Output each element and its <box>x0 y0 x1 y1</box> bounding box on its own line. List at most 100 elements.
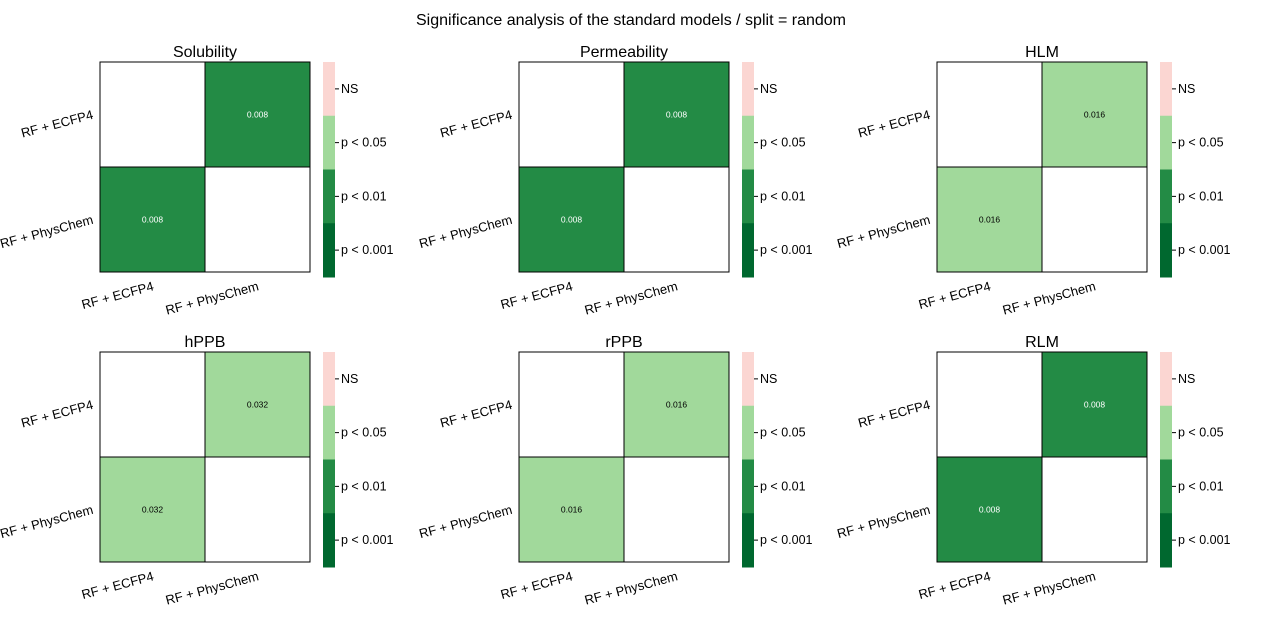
colorbar-segment <box>1160 169 1172 224</box>
colorbar-label: p < 0.01 <box>341 479 387 493</box>
x-tick-label: RF + PhysChem <box>164 278 260 317</box>
x-tick-label: RF + ECFP4 <box>499 278 574 312</box>
colorbar-label: p < 0.05 <box>760 426 806 440</box>
y-tick-label: RF + PhysChem <box>835 212 931 251</box>
colorbar-label: p < 0.001 <box>760 533 813 547</box>
panel-title: hPPB <box>185 334 226 351</box>
heatmap-panel-3: hPPB 0.032 0.032 RF + ECFP4 RF + PhysChem RF … <box>0 334 394 608</box>
colorbar-segment <box>742 169 754 224</box>
y-tick-label: RF + PhysChem <box>835 502 931 541</box>
cell-annotation: 0.008 <box>1084 400 1106 410</box>
x-tick-label: RF + ECFP4 <box>917 568 992 602</box>
colorbar-segment <box>323 459 335 514</box>
y-tick-label: RF + PhysChem <box>417 502 513 541</box>
heatmap-cell <box>936 456 1043 563</box>
x-tick-label: RF + ECFP4 <box>80 568 155 602</box>
heatmap-cell <box>204 166 311 273</box>
colorbar-label: p < 0.05 <box>341 426 387 440</box>
cell-annotation: 0.016 <box>1084 110 1106 120</box>
heatmap-cell <box>623 351 730 458</box>
colorbar-label: p < 0.001 <box>1178 243 1231 257</box>
panel-title: RLM <box>1025 334 1059 351</box>
heatmap-cell <box>204 456 311 563</box>
colorbar-segment <box>742 513 754 568</box>
colorbar-label: NS <box>341 82 358 96</box>
x-tick-label: RF + PhysChem <box>1001 568 1097 607</box>
colorbar-segment <box>323 352 335 407</box>
heatmap-cell <box>936 61 1043 168</box>
y-tick-label: RF + ECFP4 <box>19 107 94 141</box>
colorbar-segment <box>742 115 754 170</box>
heatmap-cell <box>936 166 1043 273</box>
heatmap-cell <box>204 61 311 168</box>
colorbar-label: p < 0.05 <box>341 136 387 150</box>
colorbar-label: p < 0.01 <box>341 189 387 203</box>
y-tick-label: RF + ECFP4 <box>856 107 931 141</box>
heatmap-cell <box>99 61 206 168</box>
heatmap-cell <box>1041 351 1148 458</box>
heatmap-panel-5: RLM 0.008 0.008 RF + ECFP4 RF + PhysChem RF +… <box>835 334 1230 608</box>
heatmap-cell <box>1041 61 1148 168</box>
y-tick-label: RF + PhysChem <box>0 212 95 251</box>
heatmap-panel-4: rPPB 0.016 0.016 RF + ECFP4 RF + PhysChem RF … <box>417 334 812 608</box>
colorbar-segment <box>323 169 335 224</box>
colorbar-label: p < 0.001 <box>341 533 394 547</box>
x-tick-label: RF + ECFP4 <box>917 278 992 312</box>
colorbar-segment <box>742 223 754 278</box>
colorbar-segment <box>323 223 335 278</box>
colorbar-label: NS <box>760 82 777 96</box>
cell-annotation: 0.032 <box>247 400 269 410</box>
heatmap-cell <box>518 166 625 273</box>
colorbar-label: p < 0.01 <box>1178 479 1224 493</box>
colorbar-segment <box>742 405 754 460</box>
cell-annotation: 0.008 <box>247 110 269 120</box>
colorbar-label: p < 0.05 <box>1178 426 1224 440</box>
heatmap-cell <box>204 351 311 458</box>
colorbar-label: NS <box>760 372 777 386</box>
colorbar-segment <box>1160 62 1172 117</box>
cell-annotation: 0.008 <box>561 215 583 225</box>
colorbar-label: p < 0.001 <box>341 243 394 257</box>
panel-title: rPPB <box>605 334 642 351</box>
heatmap-cell <box>623 61 730 168</box>
colorbar-segment <box>1160 405 1172 460</box>
cell-annotation: 0.032 <box>142 505 164 515</box>
panel-title: Permeability <box>580 44 668 61</box>
colorbar-label: NS <box>341 372 358 386</box>
colorbar-segment <box>1160 223 1172 278</box>
heatmap-cell <box>99 456 206 563</box>
heatmap-cell <box>518 456 625 563</box>
heatmap-cell <box>518 61 625 168</box>
cell-annotation: 0.016 <box>979 215 1001 225</box>
colorbar-label: p < 0.05 <box>1178 136 1224 150</box>
heatmap-cell <box>623 456 730 563</box>
heatmap-panel-0: Solubility 0.008 0.008 RF + ECFP4 RF + PhysC… <box>0 44 394 318</box>
colorbar-label: p < 0.01 <box>760 189 806 203</box>
heatmap-panel-2: HLM 0.016 0.016 RF + ECFP4 RF + PhysChem RF +… <box>835 44 1230 318</box>
x-tick-label: RF + ECFP4 <box>499 568 574 602</box>
colorbar-segment <box>1160 352 1172 407</box>
y-tick-label: RF + PhysChem <box>0 502 95 541</box>
heatmap-cell <box>99 166 206 273</box>
y-tick-label: RF + ECFP4 <box>856 397 931 431</box>
x-tick-label: RF + PhysChem <box>164 568 260 607</box>
heatmap-cell <box>1041 166 1148 273</box>
colorbar-segment <box>323 115 335 170</box>
cell-annotation: 0.008 <box>979 505 1001 515</box>
colorbar-label: p < 0.01 <box>760 479 806 493</box>
x-tick-label: RF + PhysChem <box>583 568 679 607</box>
colorbar-label: NS <box>1178 82 1195 96</box>
cell-annotation: 0.016 <box>561 505 583 515</box>
colorbar-segment <box>323 62 335 117</box>
panel-title: HLM <box>1025 44 1059 61</box>
cell-annotation: 0.008 <box>142 215 164 225</box>
y-tick-label: RF + ECFP4 <box>438 397 513 431</box>
panel-title: Solubility <box>173 44 237 61</box>
colorbar-segment <box>742 62 754 117</box>
x-tick-label: RF + ECFP4 <box>80 278 155 312</box>
y-tick-label: RF + ECFP4 <box>438 107 513 141</box>
heatmap-cell <box>623 166 730 273</box>
colorbar-segment <box>1160 513 1172 568</box>
cell-annotation: 0.008 <box>666 110 688 120</box>
